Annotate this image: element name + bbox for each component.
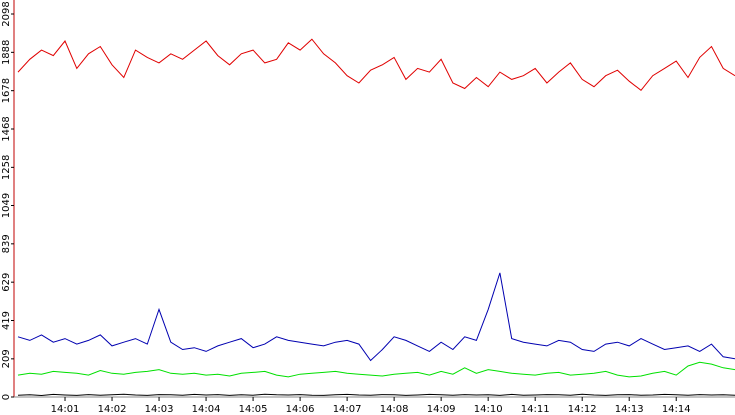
series-line bbox=[17, 38, 735, 91]
y-tick-label: 1888 bbox=[1, 40, 12, 65]
x-tick-label: 14:11 bbox=[521, 404, 550, 415]
x-tick-label: 14:10 bbox=[474, 404, 503, 415]
x-tick-label: 14:14 bbox=[662, 404, 691, 415]
y-tick-label: 1049 bbox=[1, 193, 12, 218]
x-tick-label: 14:13 bbox=[615, 404, 644, 415]
x-tick-label: 14:04 bbox=[192, 404, 221, 415]
y-tick-label: 629 bbox=[1, 273, 12, 292]
x-tick-label: 14:02 bbox=[98, 404, 127, 415]
series-line bbox=[17, 272, 735, 362]
y-tick-label: 209 bbox=[1, 349, 12, 368]
x-tick-label: 14:09 bbox=[427, 404, 456, 415]
x-tick-label: 14:03 bbox=[145, 404, 174, 415]
x-tick-label: 14:01 bbox=[51, 404, 80, 415]
x-tick-label: 14:07 bbox=[333, 404, 362, 415]
y-tick-label: 419 bbox=[1, 311, 12, 330]
x-tick-label: 14:05 bbox=[239, 404, 268, 415]
y-tick-label: 839 bbox=[1, 234, 12, 253]
y-tick-label: 1678 bbox=[1, 78, 12, 103]
x-tick-label: 14:12 bbox=[568, 404, 597, 415]
series-line bbox=[17, 393, 735, 397]
y-tick-label: 0 bbox=[1, 394, 12, 400]
y-tick-label: 1468 bbox=[1, 116, 12, 141]
series-line bbox=[17, 361, 735, 378]
y-tick-label: 1258 bbox=[1, 155, 12, 180]
x-tick-label: 14:06 bbox=[286, 404, 315, 415]
x-tick-label: 14:08 bbox=[380, 404, 409, 415]
y-tick-label: 2098 bbox=[1, 1, 12, 26]
